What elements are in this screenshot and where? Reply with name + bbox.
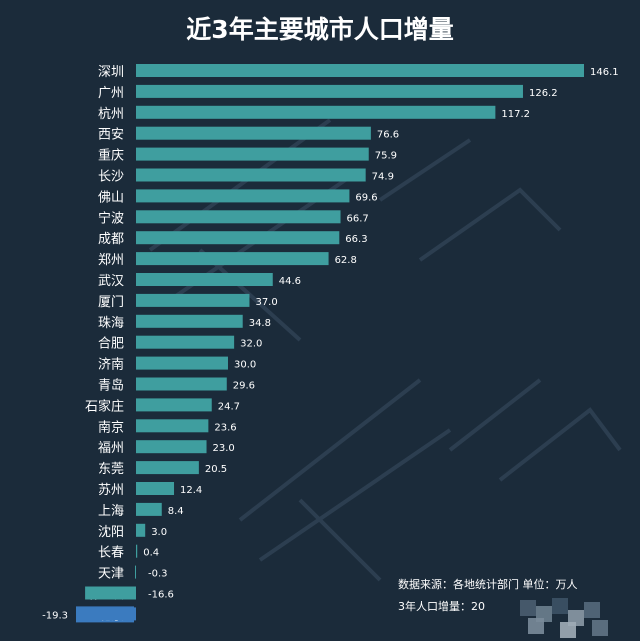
value-label: 76.6 — [377, 130, 399, 141]
bar — [136, 419, 209, 433]
category-label: 南京 — [98, 419, 124, 435]
bar — [136, 168, 366, 182]
value-label: 8.4 — [168, 506, 184, 517]
category-label: 东莞 — [98, 462, 124, 477]
bars: 深圳 146.1 广州 126.2 杭州 117.2 西安 76.6 重庆 75.9 长沙 74.9 佛… — [42, 64, 619, 623]
category-label: 佛山 — [98, 190, 124, 205]
bar — [136, 482, 175, 495]
category-label: 青岛 — [98, 378, 124, 394]
category-label: 宁波 — [98, 210, 124, 226]
bar — [76, 607, 136, 621]
value-label: 75.9 — [375, 151, 397, 162]
bar — [136, 273, 273, 286]
bar — [85, 586, 136, 600]
category-label: 天津 — [98, 567, 124, 582]
value-label: 126.2 — [529, 88, 558, 99]
bar — [136, 231, 340, 245]
category-label: 上海 — [98, 504, 124, 519]
value-label: 44.6 — [279, 276, 301, 287]
category-label: 厦门 — [98, 295, 124, 310]
bar — [135, 565, 136, 579]
value-label: 66.7 — [347, 213, 369, 224]
bar — [136, 544, 138, 558]
value-label: -19.3 — [42, 610, 68, 621]
bar — [136, 335, 235, 349]
value-label: 3.0 — [151, 527, 167, 538]
value-label: 30.0 — [234, 360, 256, 371]
value-label: 37.0 — [255, 297, 277, 308]
value-label: 23.0 — [213, 443, 235, 454]
value-label: 32.0 — [240, 339, 262, 350]
bar — [136, 105, 496, 119]
value-label: 20.5 — [205, 464, 227, 475]
category-label: 武汉 — [98, 274, 124, 289]
value-label: 29.6 — [233, 381, 255, 392]
value-label: 34.8 — [249, 318, 271, 329]
category-label: 杭州 — [98, 107, 124, 122]
value-label: 66.3 — [345, 234, 367, 245]
value-label: 69.6 — [355, 192, 377, 203]
category-label: 石家庄 — [85, 398, 124, 414]
value-label: 74.9 — [372, 172, 394, 183]
category-label: 珠海 — [98, 316, 124, 331]
bar — [136, 189, 350, 203]
bar — [136, 252, 329, 266]
bar — [136, 440, 207, 454]
bar — [136, 502, 162, 516]
category-label: 西安 — [98, 128, 124, 143]
bar — [136, 147, 369, 161]
chart-title: 近3年主要城市人口增量 — [186, 15, 453, 44]
value-label: -16.6 — [148, 590, 174, 601]
value-label: 117.2 — [501, 109, 530, 120]
bar — [136, 314, 243, 328]
category-label: 郑州 — [98, 253, 124, 268]
bar — [136, 461, 199, 475]
bar — [136, 356, 228, 370]
bar — [136, 126, 371, 140]
category-label: 成都 — [98, 232, 124, 247]
value-label: 23.6 — [214, 422, 236, 433]
value-label: 12.4 — [180, 485, 202, 496]
category-label: 合肥 — [98, 337, 124, 352]
bar — [136, 84, 523, 98]
watermark — [148, 118, 622, 582]
source-note-line2: 3年人口增量：20 — [398, 599, 485, 613]
category-label: 广州 — [98, 86, 124, 101]
bar — [136, 398, 212, 412]
bar — [136, 64, 584, 77]
bar — [136, 377, 227, 391]
category-label: 福州 — [98, 441, 124, 456]
category-label: 重庆 — [98, 148, 124, 164]
value-label: 24.7 — [218, 401, 240, 412]
category-label: 沈阳 — [98, 525, 124, 540]
category-label: 济南 — [98, 357, 124, 373]
category-label: 苏州 — [98, 482, 124, 498]
value-label: 146.1 — [590, 67, 619, 78]
bar — [136, 210, 341, 224]
source-note-line1: 数据来源：各地统计部门 单位：万人 — [398, 577, 578, 591]
value-label: 62.8 — [335, 255, 357, 266]
value-label: -0.3 — [148, 569, 168, 580]
bar — [136, 523, 146, 537]
category-label: 深圳 — [98, 65, 124, 80]
bar — [136, 293, 250, 307]
category-label: 长春 — [98, 546, 124, 561]
mosaic-blur — [520, 598, 608, 638]
value-label: 0.4 — [143, 548, 159, 559]
category-label: 长沙 — [98, 170, 124, 185]
